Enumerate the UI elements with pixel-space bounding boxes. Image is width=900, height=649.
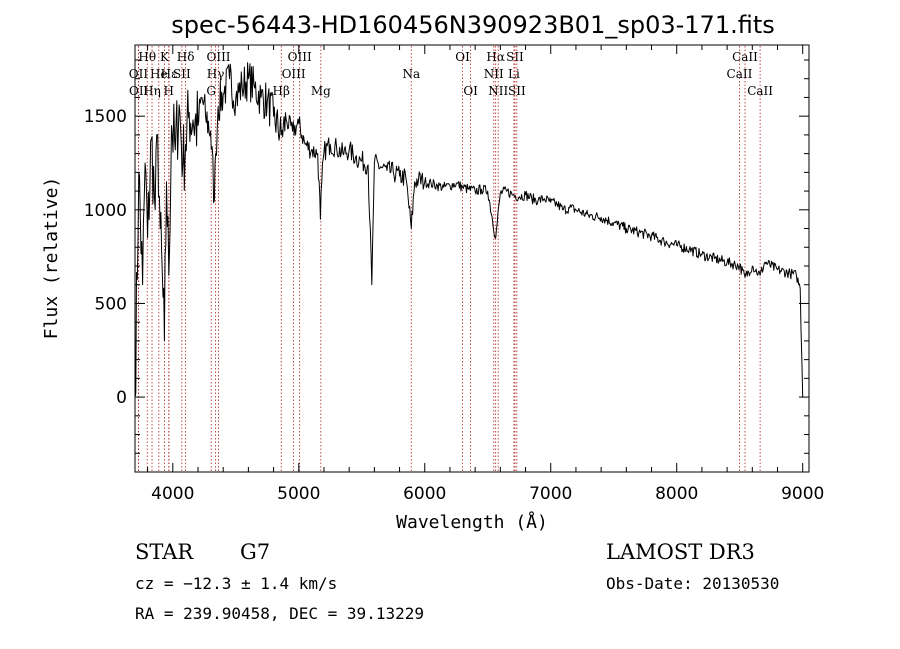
marker-label-26: CaII bbox=[732, 50, 758, 64]
spectrum-series-line bbox=[134, 62, 804, 398]
marker-label-14: OIII bbox=[282, 67, 306, 81]
marker-label-28: CaII bbox=[747, 84, 773, 98]
x-axis-ticks: 4000 5000 6000 7000 8000 9000 bbox=[147, 45, 824, 504]
marker-label-15: Hβ bbox=[273, 84, 290, 98]
marker-label-22: NII bbox=[484, 67, 504, 81]
marker-label-12: G bbox=[206, 84, 216, 98]
marker-label-27: CaII bbox=[727, 67, 753, 81]
marker-label-8: Hδ bbox=[177, 50, 195, 64]
spectral-subclass: G7 bbox=[240, 540, 270, 564]
x-tick-label-5: 9000 bbox=[781, 484, 824, 504]
x-tick-label-0: 4000 bbox=[151, 484, 194, 504]
y-tick-label-3: 1500 bbox=[84, 107, 127, 127]
marker-label-20: Hα bbox=[486, 50, 505, 64]
marker-label-2: OII bbox=[129, 84, 149, 98]
marker-label-0: Hθ bbox=[138, 50, 156, 64]
marker-label-19: OI bbox=[463, 84, 478, 98]
obs-date-text: Obs-Date: 20130530 bbox=[606, 574, 779, 593]
x-tick-label-3: 7000 bbox=[529, 484, 572, 504]
y-tick-label-1: 500 bbox=[95, 294, 127, 314]
y-tick-label-2: 1000 bbox=[84, 201, 127, 221]
marker-label-17: Na bbox=[402, 67, 420, 81]
marker-label-18: OI bbox=[455, 50, 470, 64]
marker-label-23: Li bbox=[508, 67, 520, 81]
x-tick-label-2: 6000 bbox=[403, 484, 446, 504]
marker-label-11: Hγ bbox=[207, 67, 225, 81]
marker-label-3: He bbox=[150, 67, 168, 81]
marker-label-16: Mg bbox=[311, 84, 331, 98]
chart-title: spec-56443-HD160456N390923B01_sp03-171.f… bbox=[171, 11, 775, 39]
marker-label-5: K bbox=[160, 50, 170, 64]
x-axis-label: Wavelength (Å) bbox=[396, 511, 548, 533]
x-tick-label-1: 5000 bbox=[277, 484, 320, 504]
marker-label-13: OIII bbox=[288, 50, 312, 64]
survey-name: LAMOST DR3 bbox=[606, 540, 755, 564]
marker-label-10: OIII bbox=[206, 50, 230, 64]
y-axis-label: Flux (relative) bbox=[41, 177, 62, 340]
y-tick-label-0: 0 bbox=[116, 388, 127, 408]
marker-label-9: SII bbox=[173, 67, 191, 81]
object-type: STAR bbox=[135, 540, 194, 564]
marker-label-6: H bbox=[164, 84, 174, 98]
coordinates-text: RA = 239.90458, DEC = 39.13229 bbox=[135, 604, 424, 623]
y-axis-ticks: 0 500 1000 1500 bbox=[84, 59, 809, 454]
plot-frame bbox=[134, 44, 810, 473]
x-tick-label-4: 8000 bbox=[655, 484, 698, 504]
marker-label-25: SII bbox=[508, 84, 526, 98]
marker-label-21: SII bbox=[506, 50, 524, 64]
marker-label-24: NII bbox=[488, 84, 508, 98]
marker-label-4: Hη bbox=[143, 84, 161, 98]
marker-label-7: Hε bbox=[161, 67, 178, 81]
redshift-text: cz = −12.3 ± 1.4 km/s bbox=[135, 574, 337, 593]
